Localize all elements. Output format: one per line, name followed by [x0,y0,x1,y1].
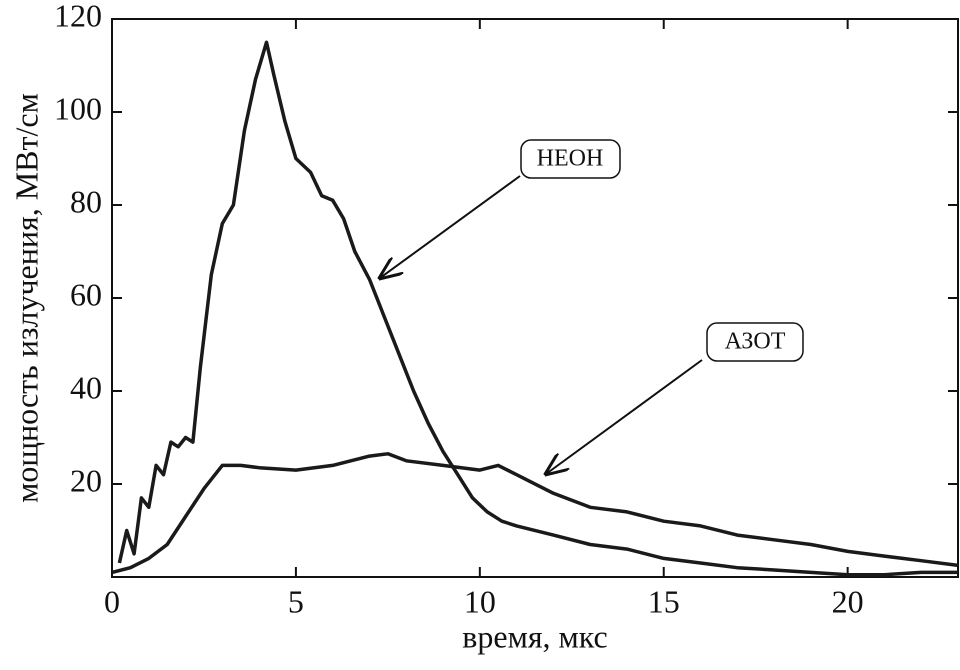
x-tick-label: 0 [104,583,120,619]
y-tick-label: 60 [70,276,102,312]
annotation-box [520,139,621,179]
y-tick-label: 20 [70,462,102,498]
y-tick-label: 100 [54,90,102,126]
x-tick-label: 20 [832,583,864,619]
x-tick-label: 15 [648,583,680,619]
x-tick-label: 10 [464,583,496,619]
annotation: АЗОТ [725,329,786,355]
x-axis-label: время, мкс [462,618,607,654]
y-tick-label: 120 [54,0,102,33]
plot-frame [111,18,959,578]
y-tick-label: 40 [70,369,102,405]
annotation-arrow [546,359,703,474]
line-series [117,40,958,577]
annotation: НЕОН [537,146,604,172]
annotation-box [706,322,804,362]
y-tick-label: 80 [70,183,102,219]
annotation-arrow [380,175,521,278]
y-axis-label: мощность излучения, МВт/см [8,93,44,503]
x-tick-label: 5 [288,583,304,619]
line-series [111,452,959,575]
